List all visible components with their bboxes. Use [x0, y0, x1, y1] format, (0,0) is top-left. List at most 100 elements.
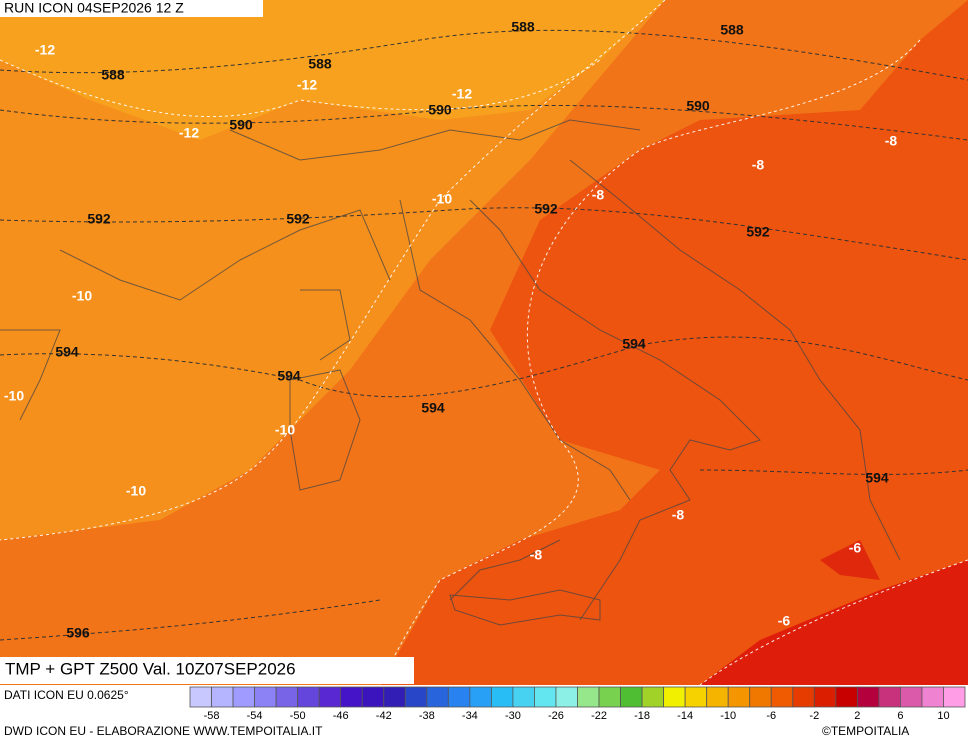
temp-zone: [820, 540, 880, 580]
isotherm: [379, 39, 921, 686]
geopotential-label: 588: [511, 19, 535, 35]
geopotential-label: 592: [87, 211, 111, 227]
colorbar-tick-label: 2: [854, 710, 860, 722]
map-title: TMP + GPT Z500 Val. 10Z07SEP2026: [5, 659, 296, 678]
colorbar-swatch: [878, 686, 901, 708]
temperature-label: -12: [35, 42, 55, 58]
temperature-label: -8: [592, 187, 605, 203]
geopotential-label: 592: [286, 211, 310, 227]
temperature-label: -10: [275, 422, 295, 438]
colorbar-tick-label: -22: [591, 710, 607, 722]
colorbar-swatch: [706, 686, 729, 708]
temperature-label: -10: [432, 191, 452, 207]
colorbar-tick-label: 10: [937, 710, 949, 722]
colorbar-tick-label: -26: [548, 710, 564, 722]
colorbar-swatch: [577, 686, 600, 708]
colorbar-swatch: [232, 686, 255, 708]
geopotential-label: 592: [534, 201, 558, 217]
isohypse: [0, 336, 968, 398]
copyright-label: ©TEMPOITALIA: [822, 724, 909, 738]
colorbar: -58 -54 -50 -46 -42 -38 -34 -30 -26 -22 -18 -14 -10-…: [189, 686, 966, 722]
isotherm: [0, 59, 601, 118]
temp-zone: [380, 0, 968, 685]
colorbar-swatch: [447, 686, 471, 708]
isohypse: [0, 207, 968, 261]
colorbar-swatch: [921, 686, 944, 708]
coastline: [0, 119, 901, 626]
colorbar-tick-label: -14: [677, 710, 693, 722]
colorbar-tick-label: -46: [333, 710, 349, 722]
temperature-label: -8: [752, 157, 765, 173]
temperature-label: -12: [179, 125, 199, 141]
colorbar-swatch: [318, 686, 342, 708]
colorbar-swatch: [534, 686, 557, 708]
colorbar-tick-label: -50: [290, 710, 306, 722]
colorbar-tick-label: -34: [462, 710, 478, 722]
geopotential-label: 592: [746, 224, 770, 240]
source-label: DATI ICON EU 0.0625°: [4, 688, 129, 702]
geopotential-label: 588: [720, 22, 744, 38]
colorbar-swatch: [598, 686, 621, 708]
colorbar-swatch: [684, 686, 708, 708]
isohypse: [0, 29, 968, 81]
colorbar-swatch: [856, 686, 880, 708]
colorbar-tick-label: 6: [897, 710, 903, 722]
isotherm: [0, 0, 666, 541]
temperature-label: -10: [126, 483, 146, 499]
map: 588 588 588 588 590 590 590 592 592 592 …: [0, 0, 968, 686]
colorbar-tick-label: -30: [505, 710, 521, 722]
colorbar-swatch: [211, 686, 234, 708]
colorbar-swatch: [749, 686, 772, 708]
colorbar-swatch: [813, 686, 837, 708]
colorbar-tick-label: -38: [419, 710, 435, 722]
geopotential-label: 588: [308, 56, 332, 72]
geopotential-label: 596: [66, 625, 90, 641]
geopotential-label: 590: [428, 102, 452, 118]
colorbar-swatch: [490, 686, 514, 708]
temperature-label: -8: [530, 547, 543, 563]
credit-label: DWD ICON EU - ELABORAZIONE WWW.TEMPOITAL…: [4, 724, 323, 738]
colorbar-swatch: [620, 686, 643, 708]
colorbar-swatch: [641, 686, 665, 708]
geopotential-label: 590: [229, 117, 253, 133]
colorbar-swatch: [663, 686, 686, 708]
colorbar-tick-label: -10: [720, 710, 736, 722]
colorbar-swatch: [361, 686, 385, 708]
geopotential-label: 594: [865, 470, 889, 486]
colorbar-tick-label: -2: [809, 710, 819, 722]
colorbar-swatch: [383, 686, 406, 708]
colorbar-swatch: [404, 686, 428, 708]
geopotential-label: 594: [277, 368, 301, 384]
temperature-label: -6: [778, 613, 791, 629]
colorbar-swatch: [512, 686, 535, 708]
temp-zone: [0, 0, 665, 140]
isohypse: [0, 104, 968, 141]
colorbar-tick-label: -54: [247, 710, 263, 722]
temperature-label: -6: [849, 540, 862, 556]
isohypse: [699, 469, 968, 475]
colorbar-swatch: [469, 686, 492, 708]
isohypse: [0, 599, 381, 641]
colorbar-swatch: [943, 686, 966, 708]
temperature-label: -10: [72, 288, 92, 304]
colorbar-swatch: [770, 686, 794, 708]
colorbar-tick-label: -42: [376, 710, 392, 722]
colorbar-swatch: [254, 686, 277, 708]
run-box: [0, 0, 263, 17]
temperature-label: -12: [297, 77, 317, 93]
colorbar-swatch: [426, 686, 449, 708]
colorbar-swatch: [275, 686, 299, 708]
geopotential-label: 594: [622, 336, 646, 352]
colorbar-swatch: [340, 686, 363, 708]
isotherm: [699, 559, 968, 686]
colorbar-swatch: [835, 686, 858, 708]
run-label: RUN ICON 04SEP2026 12 Z: [4, 0, 184, 16]
temperature-label: -12: [452, 86, 472, 102]
geopotential-label: 594: [421, 400, 445, 416]
temperature-label: -8: [885, 133, 898, 149]
temp-zone: [700, 560, 968, 685]
colorbar-swatch: [189, 686, 212, 708]
geopotential-label: 588: [101, 67, 125, 83]
colorbar-swatch: [555, 686, 578, 708]
title-box: [0, 657, 414, 684]
